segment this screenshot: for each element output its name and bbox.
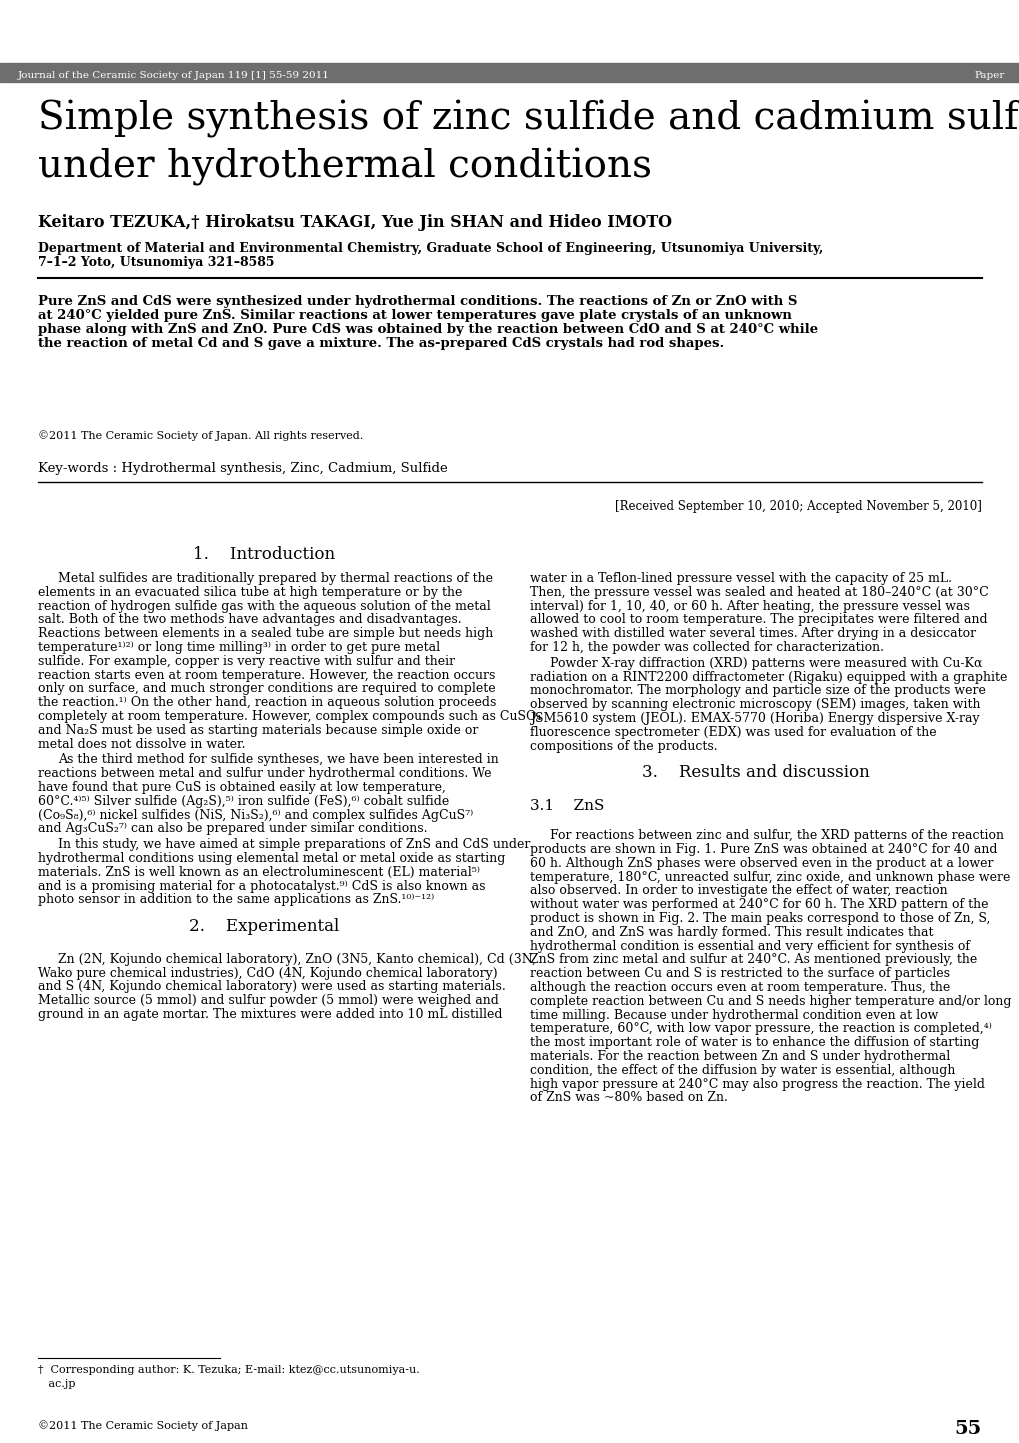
- Text: the reaction of metal Cd and S gave a mixture. The as-prepared CdS crystals had : the reaction of metal Cd and S gave a mi…: [38, 338, 723, 351]
- Text: hydrothermal conditions using elemental metal or metal oxide as starting: hydrothermal conditions using elemental …: [38, 851, 504, 864]
- Text: complete reaction between Cu and S needs higher temperature and/or long: complete reaction between Cu and S needs…: [530, 994, 1011, 1007]
- Text: of ZnS was ~80% based on Zn.: of ZnS was ~80% based on Zn.: [530, 1091, 728, 1104]
- Text: For reactions between zinc and sulfur, the XRD patterns of the reaction: For reactions between zinc and sulfur, t…: [549, 830, 1003, 843]
- Text: Department of Material and Environmental Chemistry, Graduate School of Engineeri: Department of Material and Environmental…: [38, 242, 822, 255]
- Text: 55: 55: [954, 1420, 981, 1439]
- Text: 1.    Introduction: 1. Introduction: [193, 545, 334, 563]
- Text: and S (4N, Kojundo chemical laboratory) were used as starting materials.: and S (4N, Kojundo chemical laboratory) …: [38, 980, 505, 993]
- Text: Pure ZnS and CdS were synthesized under hydrothermal conditions. The reactions o: Pure ZnS and CdS were synthesized under …: [38, 294, 797, 307]
- Text: In this study, we have aimed at simple preparations of ZnS and CdS under: In this study, we have aimed at simple p…: [58, 838, 530, 851]
- Text: time milling. Because under hydrothermal condition even at low: time milling. Because under hydrothermal…: [530, 1009, 937, 1022]
- Text: Then, the pressure vessel was sealed and heated at 180–240°C (at 30°C: Then, the pressure vessel was sealed and…: [530, 586, 987, 599]
- Text: metal does not dissolve in water.: metal does not dissolve in water.: [38, 737, 246, 750]
- Text: radiation on a RINT2200 diffractometer (Rigaku) equipped with a graphite: radiation on a RINT2200 diffractometer (…: [530, 671, 1007, 684]
- Text: the reaction.¹⁾ On the other hand, reaction in aqueous solution proceeds: the reaction.¹⁾ On the other hand, react…: [38, 696, 496, 709]
- Text: materials. ZnS is well known as an electroluminescent (EL) material⁵⁾: materials. ZnS is well known as an elect…: [38, 866, 480, 879]
- Text: and ZnO, and ZnS was hardly formed. This result indicates that: and ZnO, and ZnS was hardly formed. This…: [530, 926, 932, 939]
- Text: 3.1    ZnS: 3.1 ZnS: [530, 799, 604, 812]
- Text: temperature, 180°C, unreacted sulfur, zinc oxide, and unknown phase were: temperature, 180°C, unreacted sulfur, zi…: [530, 870, 1010, 883]
- Text: reaction between Cu and S is restricted to the surface of particles: reaction between Cu and S is restricted …: [530, 967, 949, 980]
- Text: ground in an agate mortar. The mixtures were added into 10 mL distilled: ground in an agate mortar. The mixtures …: [38, 1009, 502, 1022]
- Text: Journal of the Ceramic Society of Japan 119 [1] 55-59 2011: Journal of the Ceramic Society of Japan …: [18, 72, 329, 81]
- Text: JSM5610 system (JEOL). EMAX-5770 (Horiba) Energy dispersive X-ray: JSM5610 system (JEOL). EMAX-5770 (Horiba…: [530, 711, 978, 724]
- Text: interval) for 1, 10, 40, or 60 h. After heating, the pressure vessel was: interval) for 1, 10, 40, or 60 h. After …: [530, 600, 969, 613]
- Text: photo sensor in addition to the same applications as ZnS.¹⁰⁾⁻¹²⁾: photo sensor in addition to the same app…: [38, 893, 434, 906]
- Text: observed by scanning electronic microscopy (SEM) images, taken with: observed by scanning electronic microsco…: [530, 698, 979, 711]
- Text: also observed. In order to investigate the effect of water, reaction: also observed. In order to investigate t…: [530, 885, 947, 898]
- Text: only on surface, and much stronger conditions are required to complete: only on surface, and much stronger condi…: [38, 683, 495, 696]
- Text: and Na₂S must be used as starting materials because simple oxide or: and Na₂S must be used as starting materi…: [38, 724, 478, 737]
- Text: Reactions between elements in a sealed tube are simple but needs high: Reactions between elements in a sealed t…: [38, 628, 493, 641]
- Text: without water was performed at 240°C for 60 h. The XRD pattern of the: without water was performed at 240°C for…: [530, 899, 987, 912]
- Text: 60 h. Although ZnS phases were observed even in the product at a lower: 60 h. Although ZnS phases were observed …: [530, 857, 993, 870]
- Text: (Co₉S₈),⁶⁾ nickel sulfides (NiS, Ni₃S₂),⁶⁾ and complex sulfides AgCuS⁷⁾: (Co₉S₈),⁶⁾ nickel sulfides (NiS, Ni₃S₂),…: [38, 808, 473, 821]
- Text: product is shown in Fig. 2. The main peaks correspond to those of Zn, S,: product is shown in Fig. 2. The main pea…: [530, 912, 989, 925]
- Text: elements in an evacuated silica tube at high temperature or by the: elements in an evacuated silica tube at …: [38, 586, 462, 599]
- Text: 3.    Results and discussion: 3. Results and discussion: [642, 765, 869, 782]
- Text: products are shown in Fig. 1. Pure ZnS was obtained at 240°C for 40 and: products are shown in Fig. 1. Pure ZnS w…: [530, 843, 997, 856]
- Text: 2.    Experimental: 2. Experimental: [189, 918, 338, 935]
- Text: [Received September 10, 2010; Accepted November 5, 2010]: [Received September 10, 2010; Accepted N…: [614, 501, 981, 514]
- Text: monochromator. The morphology and particle size of the products were: monochromator. The morphology and partic…: [530, 684, 985, 697]
- Text: Metallic source (5 mmol) and sulfur powder (5 mmol) were weighed and: Metallic source (5 mmol) and sulfur powd…: [38, 994, 498, 1007]
- Text: and Ag₃CuS₂⁷⁾ can also be prepared under similar conditions.: and Ag₃CuS₂⁷⁾ can also be prepared under…: [38, 823, 427, 835]
- Text: and is a promising material for a photocatalyst.⁹⁾ CdS is also known as: and is a promising material for a photoc…: [38, 880, 485, 893]
- Text: 60°C.⁴⁾⁵⁾ Silver sulfide (Ag₂S),⁵⁾ iron sulfide (FeS),⁶⁾ cobalt sulfide: 60°C.⁴⁾⁵⁾ Silver sulfide (Ag₂S),⁵⁾ iron …: [38, 795, 448, 808]
- Text: compositions of the products.: compositions of the products.: [530, 740, 717, 753]
- Text: Powder X-ray diffraction (XRD) patterns were measured with Cu-Kα: Powder X-ray diffraction (XRD) patterns …: [549, 657, 981, 670]
- Text: salt. Both of the two methods have advantages and disadvantages.: salt. Both of the two methods have advan…: [38, 613, 462, 626]
- Text: phase along with ZnS and ZnO. Pure CdS was obtained by the reaction between CdO : phase along with ZnS and ZnO. Pure CdS w…: [38, 323, 817, 336]
- Text: although the reaction occurs even at room temperature. Thus, the: although the reaction occurs even at roo…: [530, 981, 950, 994]
- Text: washed with distilled water several times. After drying in a desiccator: washed with distilled water several time…: [530, 628, 975, 641]
- Text: Metal sulfides are traditionally prepared by thermal reactions of the: Metal sulfides are traditionally prepare…: [58, 571, 492, 584]
- Text: high vapor pressure at 240°C may also progress the reaction. The yield: high vapor pressure at 240°C may also pr…: [530, 1078, 984, 1091]
- Text: Zn (2N, Kojundo chemical laboratory), ZnO (3N5, Kanto chemical), Cd (3N,: Zn (2N, Kojundo chemical laboratory), Zn…: [58, 952, 535, 965]
- Text: water in a Teflon-lined pressure vessel with the capacity of 25 mL.: water in a Teflon-lined pressure vessel …: [530, 571, 951, 584]
- Text: temperature, 60°C, with low vapor pressure, the reaction is completed,⁴⁾: temperature, 60°C, with low vapor pressu…: [530, 1023, 990, 1036]
- Text: Key-words : Hydrothermal synthesis, Zinc, Cadmium, Sulfide: Key-words : Hydrothermal synthesis, Zinc…: [38, 462, 447, 475]
- Text: temperature¹⁾²⁾ or long time milling³⁾ in order to get pure metal: temperature¹⁾²⁾ or long time milling³⁾ i…: [38, 641, 439, 654]
- Text: reactions between metal and sulfur under hydrothermal conditions. We: reactions between metal and sulfur under…: [38, 768, 491, 781]
- Text: completely at room temperature. However, complex compounds such as CuSO₄: completely at room temperature. However,…: [38, 710, 541, 723]
- Text: have found that pure CuS is obtained easily at low temperature,: have found that pure CuS is obtained eas…: [38, 781, 445, 794]
- Text: allowed to cool to room temperature. The precipitates were filtered and: allowed to cool to room temperature. The…: [530, 613, 986, 626]
- Text: Keitaro TEZUKA,† Hirokatsu TAKAGI, Yue Jin SHAN and Hideo IMOTO: Keitaro TEZUKA,† Hirokatsu TAKAGI, Yue J…: [38, 214, 672, 231]
- Text: Wako pure chemical industries), CdO (4N, Kojundo chemical laboratory): Wako pure chemical industries), CdO (4N,…: [38, 967, 497, 980]
- Text: the most important role of water is to enhance the diffusion of starting: the most important role of water is to e…: [530, 1036, 978, 1049]
- Text: sulfide. For example, copper is very reactive with sulfur and their: sulfide. For example, copper is very rea…: [38, 655, 454, 668]
- Text: ©2011 The Ceramic Society of Japan. All rights reserved.: ©2011 The Ceramic Society of Japan. All …: [38, 430, 363, 440]
- Text: ZnS from zinc metal and sulfur at 240°C. As mentioned previously, the: ZnS from zinc metal and sulfur at 240°C.…: [530, 954, 976, 967]
- Text: under hydrothermal conditions: under hydrothermal conditions: [38, 149, 651, 186]
- Text: †  Corresponding author: K. Tezuka; E-mail: ktez@cc.utsunomiya-u.
   ac.jp: † Corresponding author: K. Tezuka; E-mai…: [38, 1365, 420, 1390]
- Text: for 12 h, the powder was collected for characterization.: for 12 h, the powder was collected for c…: [530, 641, 883, 654]
- Text: As the third method for sulfide syntheses, we have been interested in: As the third method for sulfide synthese…: [58, 753, 498, 766]
- Text: 7–1–2 Yoto, Utsunomiya 321–8585: 7–1–2 Yoto, Utsunomiya 321–8585: [38, 255, 274, 268]
- Text: condition, the effect of the diffusion by water is essential, although: condition, the effect of the diffusion b…: [530, 1063, 955, 1076]
- Text: hydrothermal condition is essential and very efficient for synthesis of: hydrothermal condition is essential and …: [530, 939, 969, 952]
- Text: reaction starts even at room temperature. However, the reaction occurs: reaction starts even at room temperature…: [38, 668, 495, 681]
- Text: Paper: Paper: [974, 72, 1004, 81]
- Text: reaction of hydrogen sulfide gas with the aqueous solution of the metal: reaction of hydrogen sulfide gas with th…: [38, 600, 490, 613]
- Text: materials. For the reaction between Zn and S under hydrothermal: materials. For the reaction between Zn a…: [530, 1051, 950, 1063]
- Text: fluorescence spectrometer (EDX) was used for evaluation of the: fluorescence spectrometer (EDX) was used…: [530, 726, 935, 739]
- Text: ©2011 The Ceramic Society of Japan: ©2011 The Ceramic Society of Japan: [38, 1420, 248, 1431]
- Text: Simple synthesis of zinc sulfide and cadmium sulfide: Simple synthesis of zinc sulfide and cad…: [38, 100, 1019, 139]
- Bar: [0, 63, 1019, 82]
- Text: at 240°C yielded pure ZnS. Similar reactions at lower temperatures gave plate cr: at 240°C yielded pure ZnS. Similar react…: [38, 309, 791, 322]
